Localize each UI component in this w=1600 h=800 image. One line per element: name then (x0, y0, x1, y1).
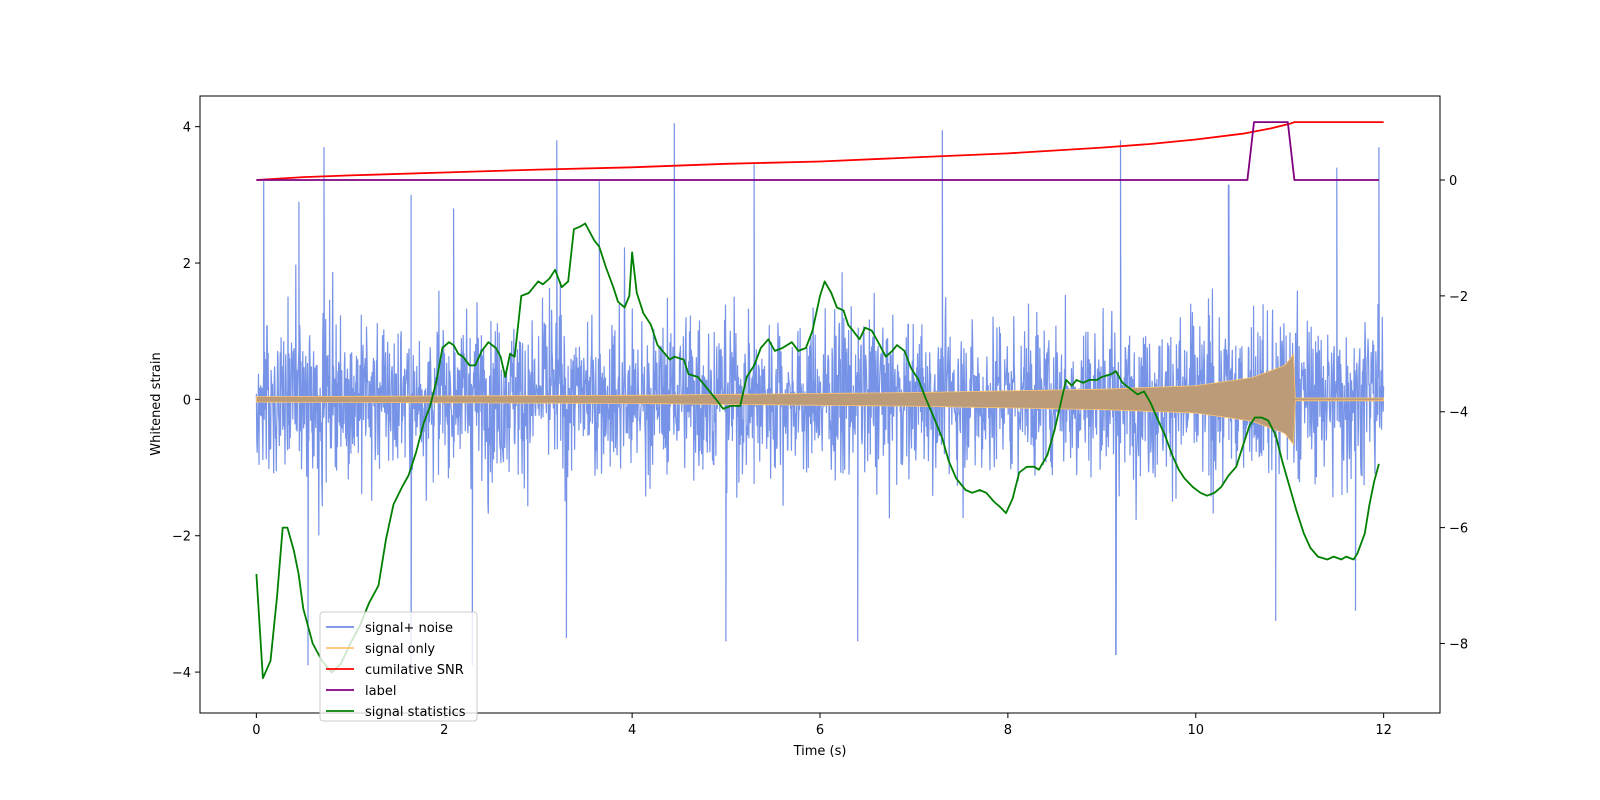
x-tick-label: 4 (628, 723, 636, 738)
legend-label: cumilative SNR (365, 663, 464, 678)
y-tick-label: −4 (172, 666, 191, 681)
y2-tick-label: −4 (1449, 406, 1468, 421)
x-tick-label: 6 (816, 723, 824, 738)
x-tick-label: 12 (1375, 723, 1392, 738)
plot-area (255, 121, 1385, 680)
legend: signal+ noise signal only cumilative SNR la… (319, 611, 478, 722)
y-tick-label: −2 (172, 530, 191, 545)
y2-axis-ticks: −8 −6 −4 −2 0 (1440, 174, 1468, 652)
x-tick-label: 10 (1187, 723, 1204, 738)
legend-label: signal only (365, 642, 435, 657)
legend-label: label (365, 684, 396, 699)
x-axis-label: Time (s) (793, 744, 847, 759)
legend-label: signal+ noise (365, 621, 453, 636)
series-cumulative-snr (256, 121, 1384, 181)
series-signal-only (255, 353, 1384, 446)
series-label (256, 121, 1379, 181)
x-axis-ticks: 0 2 4 6 8 10 12 (252, 713, 1392, 738)
series-signal-statistics (255, 222, 1380, 680)
y2-tick-label: 0 (1449, 174, 1457, 189)
x-tick-label: 2 (440, 723, 448, 738)
y2-tick-label: −2 (1449, 290, 1468, 305)
x-tick-label: 0 (252, 723, 260, 738)
y2-tick-label: −8 (1449, 637, 1468, 652)
y-tick-label: 2 (183, 257, 191, 272)
series-signal-noise (255, 123, 1385, 676)
y-tick-label: 0 (183, 393, 191, 408)
x-tick-label: 8 (1004, 723, 1012, 738)
legend-box (319, 611, 478, 722)
y2-tick-label: −6 (1449, 522, 1468, 537)
legend-label: signal statistics (365, 705, 466, 720)
y-axis-label: Whitened strain (149, 352, 164, 455)
series-layer (255, 121, 1385, 680)
y-axis-ticks: −4 −2 0 2 4 (172, 121, 200, 681)
y-tick-label: 4 (183, 121, 191, 136)
